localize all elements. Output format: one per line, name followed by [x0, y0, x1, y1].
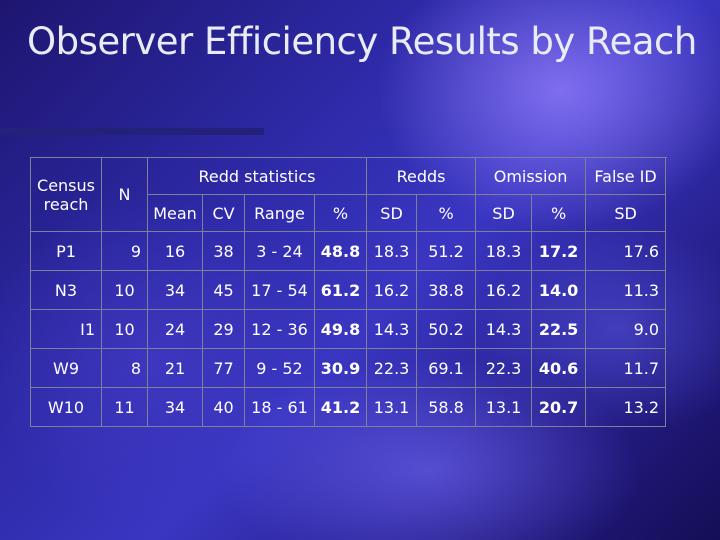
cell-range: 18 - 61: [244, 387, 315, 427]
subheader-range: Range: [244, 194, 315, 232]
cell-omission-sd: 16.2: [475, 270, 533, 310]
cell-range: 17 - 54: [244, 270, 315, 310]
cell-redds-pct: 61.2: [313, 270, 368, 310]
cell-omission-pct: 51.2: [416, 231, 477, 271]
cell-mean: 21: [147, 348, 203, 388]
cell-cv: 38: [202, 231, 245, 271]
cell-n: 8: [101, 348, 148, 388]
cell-false-sd: 11.7: [585, 348, 667, 388]
cell-false-sd: 9.0: [585, 309, 667, 349]
table-row: W10 11 34 40 18 - 61 41.2 13.1 58.8 13.1…: [30, 387, 667, 427]
subheader-omission-pct: %: [416, 194, 477, 232]
header-n: N: [101, 157, 148, 232]
cell-omission-sd: 22.3: [475, 348, 533, 388]
subheader-cv: CV: [202, 194, 245, 232]
cell-false-pct: 22.5: [531, 309, 587, 349]
cell-redds-sd: 18.3: [366, 231, 418, 271]
cell-false-pct: 20.7: [531, 387, 587, 427]
cell-mean: 34: [147, 270, 203, 310]
cell-redds-pct: 30.9: [313, 348, 368, 388]
cell-false-sd: 11.3: [585, 270, 667, 310]
cell-mean: 34: [147, 387, 203, 427]
cell-n: 11: [101, 387, 148, 427]
cell-range: 9 - 52: [244, 348, 315, 388]
subheader-redds-pct: %: [313, 194, 368, 232]
header-omission: Omission: [475, 157, 587, 195]
cell-redds-pct: 41.2: [313, 387, 368, 427]
subheader-false-pct: %: [531, 194, 587, 232]
header-census-reach: Census reach: [30, 157, 102, 232]
subheader-omission-sd: SD: [475, 194, 533, 232]
header-row-subcolumns: Mean CV Range % SD % SD % SD: [31, 194, 667, 232]
slide-title: Observer Efficiency Results by Reach: [27, 20, 697, 63]
cell-omission-sd: 13.1: [475, 387, 533, 427]
cell-redds-pct: 49.8: [313, 309, 368, 349]
cell-cv: 77: [202, 348, 245, 388]
cell-reach: N3: [30, 270, 102, 310]
cell-redds-sd: 16.2: [366, 270, 418, 310]
cell-omission-pct: 38.8: [416, 270, 477, 310]
cell-reach: W10: [30, 387, 102, 427]
subheader-redds-sd: SD: [366, 194, 418, 232]
results-table: Census reach N Redd statistics Redds Omi…: [30, 157, 667, 427]
cell-false-sd: 13.2: [585, 387, 667, 427]
title-underline: [0, 128, 264, 135]
subheader-mean: Mean: [147, 194, 203, 232]
cell-reach: P1: [30, 231, 102, 271]
cell-omission-pct: 50.2: [416, 309, 477, 349]
cell-omission-sd: 14.3: [475, 309, 533, 349]
cell-n: 10: [101, 270, 148, 310]
cell-redds-sd: 13.1: [366, 387, 418, 427]
cell-mean: 16: [147, 231, 203, 271]
cell-redds-sd: 22.3: [366, 348, 418, 388]
cell-cv: 29: [202, 309, 245, 349]
cell-n: 10: [101, 309, 148, 349]
header-redds: Redds: [366, 157, 477, 195]
header-false-id: False ID: [585, 157, 667, 195]
table-row: N3 10 34 45 17 - 54 61.2 16.2 38.8 16.2 …: [30, 270, 667, 310]
table-row: P1 9 16 38 3 - 24 48.8 18.3 51.2 18.3 17…: [30, 231, 667, 271]
header-row-groups: Census reach N Redd statistics Redds Omi…: [30, 157, 667, 232]
cell-cv: 40: [202, 387, 245, 427]
cell-false-pct: 40.6: [531, 348, 587, 388]
cell-reach: I1: [30, 309, 102, 349]
cell-false-sd: 17.6: [585, 231, 667, 271]
cell-false-pct: 14.0: [531, 270, 587, 310]
subheader-false-sd: SD: [585, 194, 667, 232]
cell-false-pct: 17.2: [531, 231, 587, 271]
cell-reach: W9: [30, 348, 102, 388]
cell-range: 12 - 36: [244, 309, 315, 349]
table-row: W9 8 21 77 9 - 52 30.9 22.3 69.1 22.3 40…: [30, 348, 667, 388]
cell-omission-sd: 18.3: [475, 231, 533, 271]
header-redd-statistics: Redd statistics: [146, 157, 368, 195]
cell-omission-pct: 69.1: [416, 348, 477, 388]
cell-omission-pct: 58.8: [416, 387, 477, 427]
cell-range: 3 - 24: [244, 231, 315, 271]
cell-mean: 24: [147, 309, 203, 349]
cell-redds-sd: 14.3: [366, 309, 418, 349]
table-row: I1 10 24 29 12 - 36 49.8 14.3 50.2 14.3 …: [30, 309, 667, 349]
cell-n: 9: [101, 231, 148, 271]
cell-cv: 45: [202, 270, 245, 310]
cell-redds-pct: 48.8: [313, 231, 368, 271]
